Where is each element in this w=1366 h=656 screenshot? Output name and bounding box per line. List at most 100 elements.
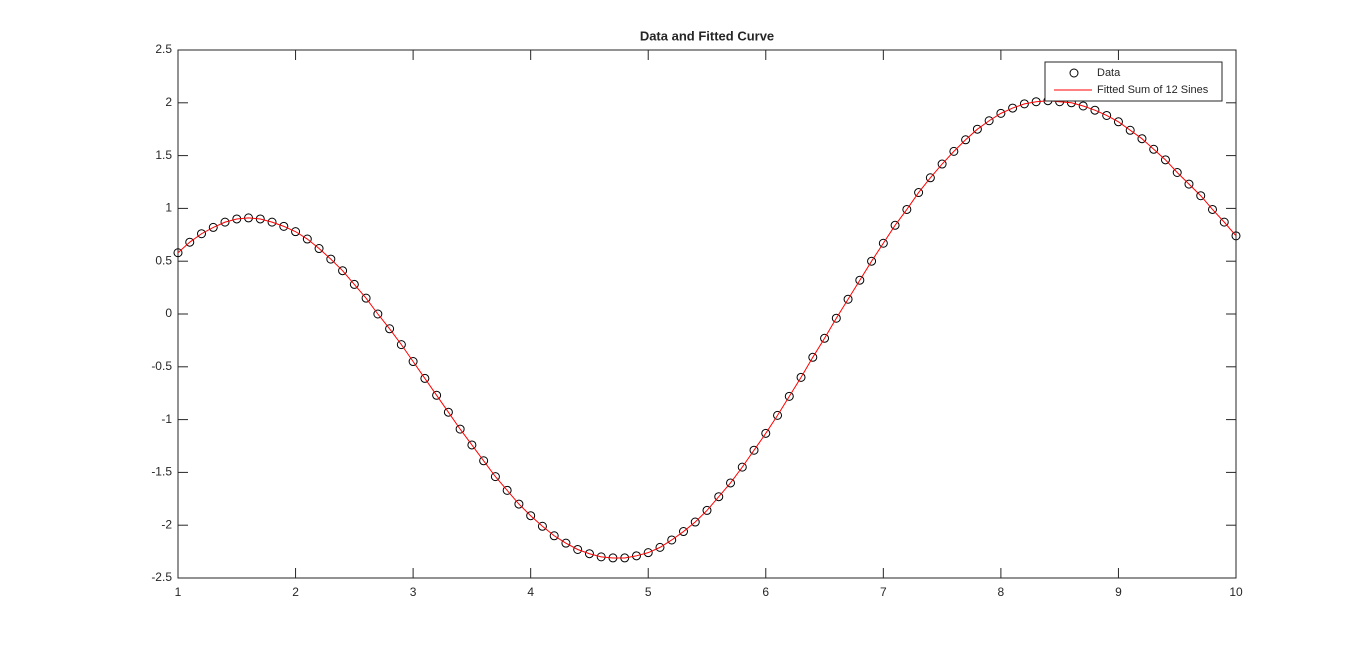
legend-label: Fitted Sum of 12 Sines: [1097, 84, 1209, 96]
data-point: [208, 222, 218, 232]
data-point: [961, 135, 971, 145]
legend-label: Data: [1097, 67, 1121, 79]
data-point: [420, 373, 430, 383]
data-point: [702, 505, 712, 515]
data-point: [432, 390, 442, 400]
data-point: [537, 521, 547, 531]
data-point: [408, 357, 418, 367]
data-point: [784, 391, 794, 401]
data-point: [1125, 125, 1135, 135]
data-point: [631, 551, 641, 561]
data-point: [643, 548, 653, 558]
x-tick-label: 4: [527, 585, 534, 599]
data-point: [867, 256, 877, 266]
legend-marker: [1069, 68, 1079, 78]
data-point: [584, 549, 594, 559]
data-point: [1231, 231, 1241, 241]
data-point: [443, 407, 453, 417]
y-tick-label: 0.5: [155, 253, 172, 267]
data-point: [1184, 179, 1194, 189]
chart-title: Data and Fitted Curve: [640, 28, 774, 43]
x-tick-label: 5: [645, 585, 652, 599]
data-point: [173, 248, 183, 258]
data-point: [1149, 144, 1159, 154]
data-point: [667, 535, 677, 545]
data-point: [385, 324, 395, 334]
data-point: [573, 544, 583, 554]
data-point: [514, 499, 524, 509]
y-tick-label: 1: [165, 201, 172, 215]
data-point: [890, 220, 900, 230]
data-point: [1207, 204, 1217, 214]
y-tick-label: -1.5: [151, 465, 172, 479]
data-point: [796, 372, 806, 382]
data-point: [1160, 155, 1170, 165]
data-point: [467, 440, 477, 450]
data-point: [291, 227, 301, 237]
data-point: [1196, 191, 1206, 201]
data-point: [267, 217, 277, 227]
data-point: [502, 485, 512, 495]
data-point: [996, 108, 1006, 118]
y-tick-label: -2: [161, 517, 172, 531]
data-point: [878, 238, 888, 248]
data-point: [690, 517, 700, 527]
data-point: [396, 340, 406, 350]
data-point: [808, 352, 818, 362]
x-tick-label: 7: [880, 585, 887, 599]
data-point: [220, 217, 230, 227]
y-tick-label: -0.5: [151, 359, 172, 373]
data-point: [843, 294, 853, 304]
data-point: [185, 237, 195, 247]
data-point: [455, 424, 465, 434]
data-point: [714, 492, 724, 502]
data-point: [314, 244, 324, 254]
data-point: [526, 511, 536, 521]
plot-area: [177, 49, 1237, 579]
data-point: [1008, 103, 1018, 113]
data-point: [1219, 217, 1229, 227]
y-tick-label: 2.5: [155, 42, 172, 56]
y-tick-label: 1.5: [155, 148, 172, 162]
data-point: [1102, 110, 1112, 120]
data-point: [820, 333, 830, 343]
data-point: [831, 313, 841, 323]
y-tick-label: -2.5: [151, 570, 172, 584]
data-point: [361, 293, 371, 303]
data-point: [761, 428, 771, 438]
data-point: [338, 266, 348, 276]
data-point: [549, 531, 559, 541]
data-point: [302, 234, 312, 244]
data-point: [279, 221, 289, 231]
data-point: [855, 275, 865, 285]
legend: Data Fitted Sum of 12 Sines: [1044, 61, 1223, 102]
legend-box: [1044, 61, 1223, 102]
data-point: [373, 309, 383, 319]
x-tick-label: 6: [762, 585, 769, 599]
data-point: [773, 410, 783, 420]
data-point: [655, 542, 665, 552]
data-point: [914, 188, 924, 198]
data-point: [726, 478, 736, 488]
x-tick-label: 2: [292, 585, 299, 599]
data-point: [902, 204, 912, 214]
data-point: [490, 472, 500, 482]
data-point: [349, 279, 359, 289]
data-point: [561, 538, 571, 548]
y-tick-label: 2: [165, 95, 172, 109]
x-tick-label: 10: [1229, 585, 1243, 599]
data-point: [197, 229, 207, 239]
x-tick-label: 3: [410, 585, 417, 599]
data-point: [984, 116, 994, 126]
data-point: [479, 456, 489, 466]
data-point: [949, 146, 959, 156]
data-point: [1137, 134, 1147, 144]
data-point: [1172, 167, 1182, 177]
y-tick-label: 0: [165, 306, 172, 320]
data-point: [1019, 99, 1029, 109]
data-point: [1078, 101, 1088, 111]
data-point: [737, 462, 747, 472]
data-point: [925, 173, 935, 183]
y-tick-label: -1: [161, 412, 172, 426]
